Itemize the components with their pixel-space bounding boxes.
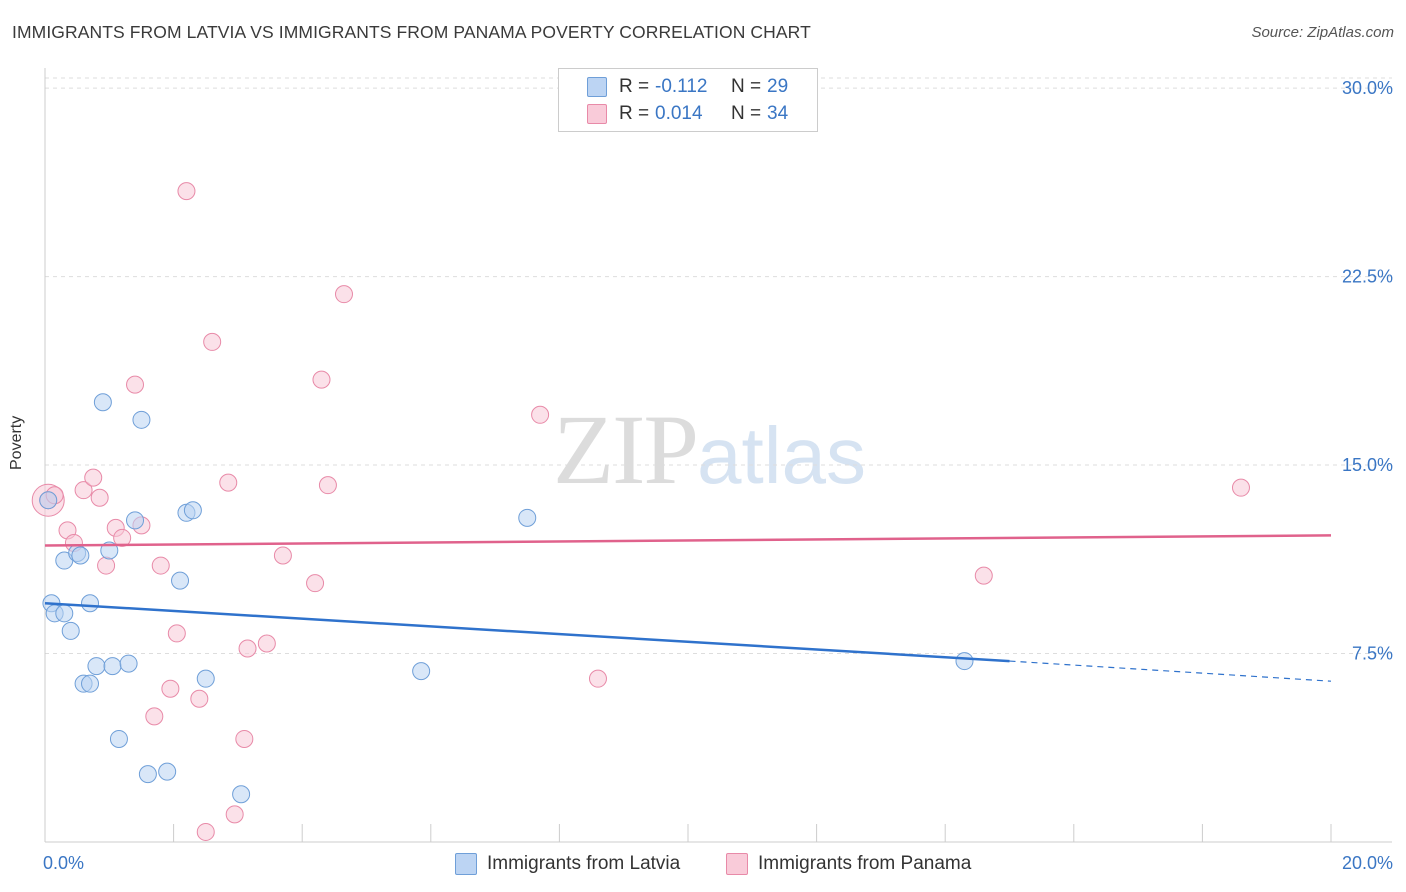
latvia-point bbox=[71, 546, 90, 565]
latvia-point bbox=[232, 785, 251, 804]
panama-point bbox=[312, 370, 331, 389]
latvia-point bbox=[126, 511, 145, 530]
y-tick-label: 22.5% bbox=[1342, 267, 1393, 287]
latvia-point bbox=[39, 491, 58, 510]
watermark: ZIPatlas bbox=[553, 400, 866, 506]
panama-point bbox=[318, 476, 337, 495]
legend-n-value-panama: 34 bbox=[767, 103, 789, 124]
panama-point bbox=[334, 285, 353, 304]
x-tick-label: 0.0% bbox=[43, 853, 84, 873]
legend-r-label: R = bbox=[619, 76, 650, 97]
y-tick-label: 30.0% bbox=[1342, 78, 1393, 98]
latvia-point bbox=[132, 410, 151, 429]
panama-point bbox=[273, 546, 292, 565]
latvia-trend-extension bbox=[1009, 660, 1332, 682]
series-swatch-latvia bbox=[455, 853, 477, 875]
latvia-point bbox=[87, 657, 106, 676]
panama-point bbox=[238, 639, 257, 658]
panama-point bbox=[974, 566, 993, 585]
panama-point bbox=[1231, 478, 1250, 497]
watermark-zip: ZIP bbox=[553, 394, 699, 505]
panama-point bbox=[190, 689, 209, 708]
legend-r-label: R = bbox=[619, 103, 650, 124]
latvia-point bbox=[955, 652, 974, 671]
panama-point bbox=[219, 473, 238, 492]
panama-trend-line bbox=[44, 534, 1332, 547]
panama-point bbox=[531, 405, 550, 424]
latvia-point bbox=[61, 621, 80, 640]
panama-point bbox=[97, 556, 116, 575]
latvia-point bbox=[103, 657, 122, 676]
legend-n-label: N = bbox=[731, 103, 762, 124]
latvia-trend-line bbox=[44, 602, 1010, 663]
panama-point bbox=[126, 375, 145, 394]
panama-point bbox=[84, 468, 103, 487]
panama-point bbox=[90, 488, 109, 507]
legend-r-value-panama: 0.014 bbox=[655, 103, 703, 124]
legend-swatch-panama bbox=[587, 104, 607, 124]
panama-point bbox=[225, 805, 244, 824]
panama-point bbox=[161, 679, 180, 698]
y-tick-label: 15.0% bbox=[1342, 455, 1393, 475]
latvia-point bbox=[183, 501, 202, 520]
latvia-point bbox=[158, 762, 177, 781]
panama-point bbox=[167, 624, 186, 643]
latvia-point bbox=[518, 508, 537, 527]
latvia-point bbox=[109, 729, 128, 748]
panama-point bbox=[113, 528, 132, 547]
latvia-point bbox=[171, 571, 190, 590]
series-label-latvia: Immigrants from Latvia bbox=[487, 853, 681, 874]
legend-swatch-latvia bbox=[587, 77, 607, 97]
latvia-point bbox=[55, 604, 74, 623]
panama-point bbox=[177, 182, 196, 201]
panama-point bbox=[306, 574, 325, 593]
y-tick-label: 7.5% bbox=[1352, 644, 1393, 664]
latvia-point bbox=[138, 765, 157, 784]
panama-point bbox=[257, 634, 276, 653]
latvia-point bbox=[81, 674, 100, 693]
latvia-point bbox=[196, 669, 215, 688]
latvia-point bbox=[81, 594, 100, 613]
panama-point bbox=[196, 822, 215, 841]
chart-title: IMMIGRANTS FROM LATVIA VS IMMIGRANTS FRO… bbox=[12, 22, 811, 42]
legend-r-value-latvia: -0.112 bbox=[655, 76, 708, 97]
x-tick-label: 20.0% bbox=[1342, 853, 1393, 873]
source-label: Source: ZipAtlas.com bbox=[1251, 24, 1394, 41]
panama-point bbox=[588, 669, 607, 688]
panama-point bbox=[145, 707, 164, 726]
watermark-atlas: atlas bbox=[697, 411, 866, 500]
latvia-point bbox=[93, 393, 112, 412]
series-swatch-panama bbox=[726, 853, 748, 875]
panama-point bbox=[151, 556, 170, 575]
legend-n-label: N = bbox=[731, 76, 762, 97]
panama-point bbox=[203, 332, 222, 351]
series-label-panama: Immigrants from Panama bbox=[758, 853, 972, 874]
legend-n-value-latvia: 29 bbox=[767, 76, 789, 97]
correlation-legend: R = -0.112 N = 29 R = 0.014 N = 34 bbox=[558, 68, 818, 132]
panama-point bbox=[74, 481, 93, 500]
latvia-point bbox=[412, 662, 431, 681]
panama-point bbox=[235, 729, 254, 748]
latvia-point bbox=[119, 654, 138, 673]
